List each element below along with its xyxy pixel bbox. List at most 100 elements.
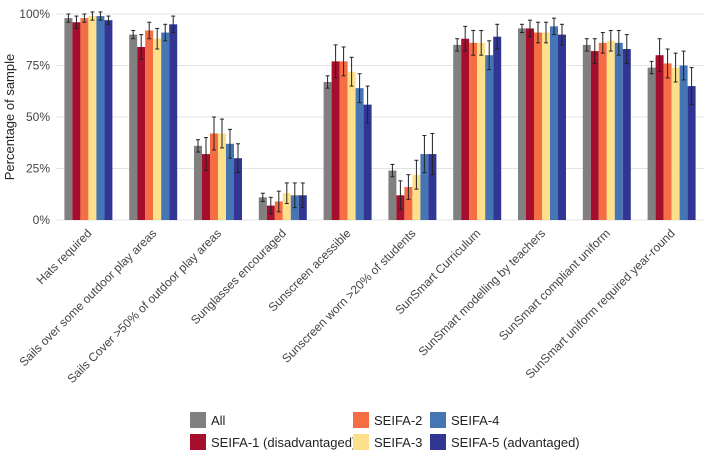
error-bar — [155, 27, 160, 50]
legend-label: SEIFA-4 — [451, 413, 499, 428]
error-bar — [455, 38, 460, 52]
legend-label: SEIFA-5 (advantaged) — [451, 435, 580, 450]
error-bar — [673, 52, 678, 83]
error-bar — [357, 73, 362, 104]
y-tick-label: 25% — [26, 162, 50, 176]
bar — [679, 65, 688, 220]
bar — [210, 133, 218, 220]
y-tick-label: 50% — [26, 110, 50, 124]
error-bar — [536, 21, 540, 44]
x-tick-label: Sunscreen worn >20% of students — [279, 226, 418, 365]
error-bar — [82, 13, 87, 23]
error-bar — [471, 29, 476, 56]
bar — [226, 143, 234, 220]
error-bar — [681, 50, 686, 81]
bar — [461, 38, 470, 220]
x-tick-label: SunSmart modelling by teachers — [416, 226, 549, 359]
error-bar — [528, 19, 532, 38]
bar — [161, 32, 170, 220]
legend-swatch — [430, 412, 446, 428]
legend-swatch — [190, 434, 206, 450]
bar — [347, 71, 356, 221]
bar — [258, 197, 267, 220]
error-bar — [171, 15, 176, 34]
bar — [663, 63, 672, 220]
error-bar — [390, 163, 395, 178]
error-bar — [284, 182, 289, 205]
bar — [72, 22, 81, 220]
error-bar — [147, 21, 152, 40]
error-bar — [365, 85, 370, 124]
bar — [202, 154, 210, 220]
bar — [64, 18, 73, 221]
legend-swatch — [353, 412, 369, 428]
error-bar — [236, 143, 240, 174]
bar — [355, 88, 364, 220]
bar — [145, 30, 154, 221]
error-bar — [66, 13, 71, 23]
error-bar — [196, 139, 200, 153]
error-bar — [260, 192, 265, 202]
legend-swatch — [353, 434, 369, 450]
bar — [80, 18, 89, 221]
legend-label: SEIFA-1 (disadvantaged) — [211, 435, 356, 450]
error-bar — [608, 29, 613, 52]
bar — [88, 16, 97, 221]
bar — [96, 16, 105, 221]
error-bar — [520, 23, 524, 34]
error-bar — [616, 29, 621, 56]
error-bar — [414, 159, 419, 190]
error-bar — [665, 48, 670, 79]
legend-swatch — [430, 434, 446, 450]
bar — [526, 28, 534, 221]
y-tick-label: 75% — [26, 59, 50, 73]
error-bar — [333, 44, 338, 79]
error-bar — [406, 174, 411, 200]
error-bar — [487, 40, 492, 71]
bar — [582, 44, 591, 221]
error-bar — [398, 180, 403, 211]
bar — [590, 51, 599, 220]
bar — [542, 32, 550, 220]
error-bar — [479, 29, 484, 56]
bar — [169, 24, 178, 220]
error-bar — [90, 11, 95, 21]
bar — [477, 42, 486, 221]
bar — [655, 55, 664, 221]
bar — [622, 49, 631, 220]
legend-label: All — [211, 413, 226, 428]
error-bar — [463, 25, 468, 52]
bar — [558, 34, 566, 220]
error-bar — [689, 67, 694, 106]
error-bar — [592, 38, 597, 64]
bar — [614, 42, 623, 221]
error-bar — [584, 38, 589, 52]
error-bar — [495, 23, 500, 50]
bar — [339, 61, 348, 220]
error-bar — [204, 137, 208, 172]
y-tick-label: 0% — [33, 213, 51, 227]
legend-label: SEIFA-3 — [374, 435, 422, 450]
x-tick-label: Hats required — [34, 226, 95, 287]
error-bar — [212, 116, 216, 151]
bar — [469, 42, 478, 221]
bar — [485, 55, 494, 221]
error-bar — [600, 32, 605, 54]
bar — [404, 187, 413, 220]
bar — [153, 38, 162, 220]
error-bar — [430, 132, 435, 176]
error-bar — [106, 15, 111, 25]
error-bar — [349, 56, 354, 87]
error-bar — [341, 46, 346, 77]
bar — [323, 81, 332, 220]
error-bar — [624, 34, 629, 64]
error-bar — [220, 118, 224, 149]
error-bar — [228, 128, 232, 159]
bar — [671, 67, 680, 220]
bar — [598, 42, 607, 221]
bar — [687, 86, 696, 220]
error-bar — [649, 60, 654, 75]
bar — [534, 32, 542, 220]
bar — [129, 34, 138, 220]
